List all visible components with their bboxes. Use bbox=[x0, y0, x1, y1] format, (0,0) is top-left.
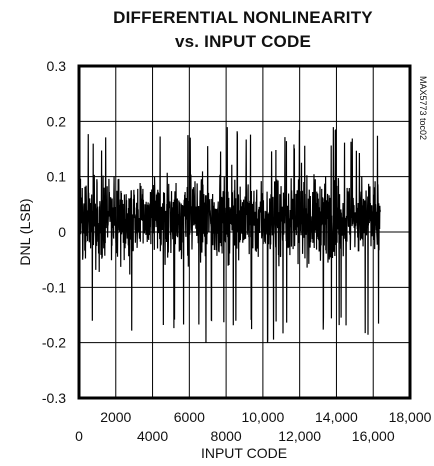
plot-frame bbox=[77, 64, 412, 400]
y-tick-label: 0 bbox=[58, 224, 66, 240]
chart-title-line1: DIFFERENTIAL NONLINEARITY bbox=[113, 8, 373, 27]
x-axis-label: INPUT CODE bbox=[201, 445, 287, 461]
x-tick-labels: 2000 6000 10,000 14,000 18,000 0 4000 8000 12,00… bbox=[75, 409, 432, 444]
x-tick-label: 0 bbox=[75, 428, 83, 444]
chart-title-line2: vs. INPUT CODE bbox=[175, 32, 311, 51]
y-tick-label: -0.1 bbox=[42, 279, 66, 295]
figure-code-note: MAX5773 toc02 bbox=[418, 76, 428, 140]
x-tick-label: 2000 bbox=[100, 409, 131, 425]
x-tick-label: 4000 bbox=[137, 428, 168, 444]
x-tick-label: 12,000 bbox=[278, 428, 321, 444]
y-tick-label: -0.3 bbox=[42, 390, 66, 406]
y-tick-label: 0.2 bbox=[47, 113, 67, 129]
x-tick-label: 18,000 bbox=[389, 409, 432, 425]
y-tick-label: -0.2 bbox=[42, 335, 66, 351]
dnl-series-line bbox=[78, 127, 381, 343]
x-tick-label: 6000 bbox=[174, 409, 205, 425]
x-tick-label: 10,000 bbox=[241, 409, 284, 425]
y-tick-label: 0.1 bbox=[47, 169, 67, 185]
dnl-series bbox=[78, 127, 381, 343]
y-tick-labels: 0.3 0.2 0.1 0 -0.1 -0.2 -0.3 bbox=[42, 58, 66, 406]
y-tick-label: 0.3 bbox=[47, 58, 67, 74]
y-axis-label: DNL (LSB) bbox=[17, 198, 33, 265]
x-tick-label: 14,000 bbox=[315, 409, 358, 425]
x-tick-label: 16,000 bbox=[352, 428, 395, 444]
x-tick-label: 8000 bbox=[211, 428, 242, 444]
